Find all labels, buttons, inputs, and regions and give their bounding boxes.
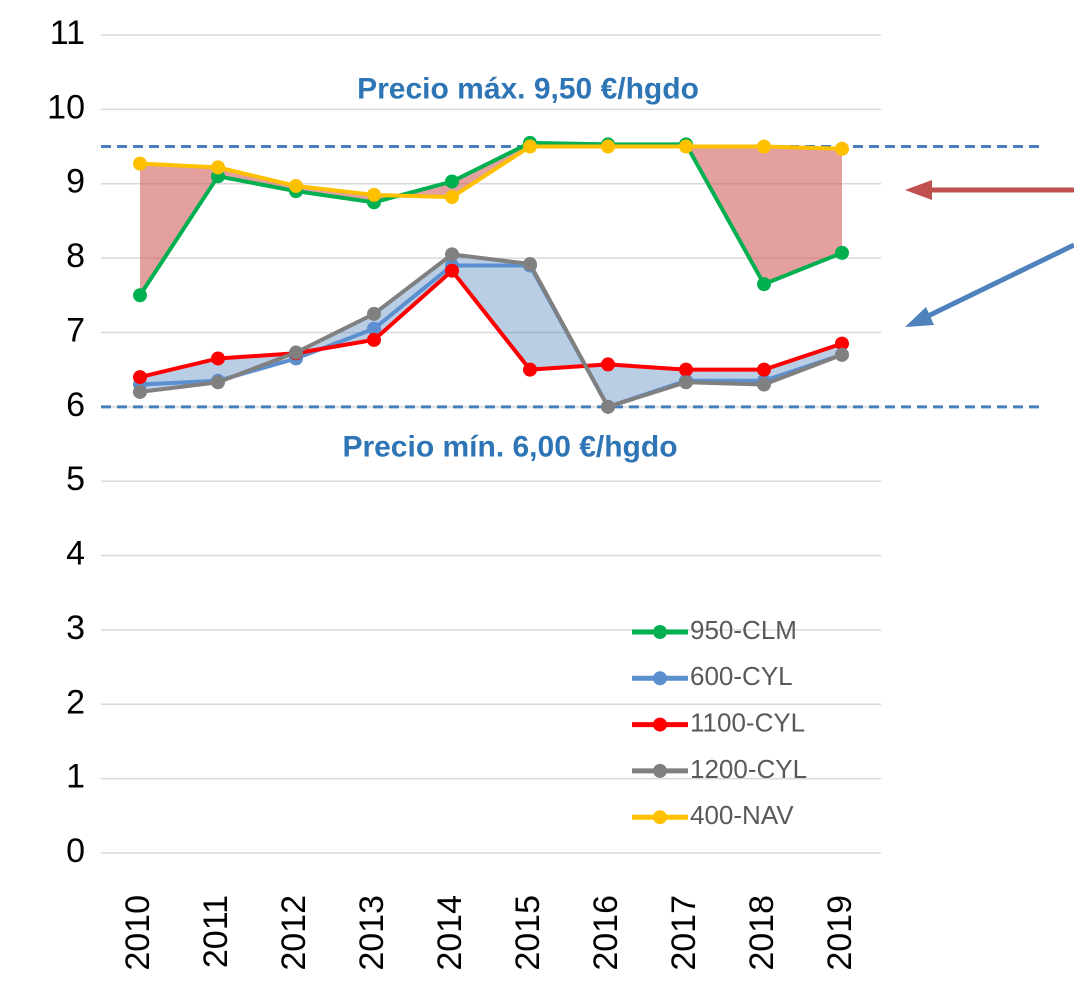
y-tick-label: 0 [66,832,85,870]
marker [757,377,771,392]
y-tick-label: 9 [66,163,85,201]
arrow-red-head [905,180,932,200]
marker [133,384,147,399]
marker [679,139,693,154]
marker [523,257,537,272]
x-tick-label: 2013 [353,895,391,971]
marker [835,336,849,351]
legend-entry: 950-CLM [632,615,797,645]
series: 1100-CYL [133,263,849,737]
legend-entry: 400-NAV [632,800,794,830]
marker [601,357,615,372]
marker [211,351,225,366]
marker [367,306,381,321]
arrow-blue [926,242,1074,319]
marker [211,375,225,390]
legend-entry: 1200-CYL [632,754,807,784]
x-tick-label: 2015 [509,895,547,971]
arrow-blue-head [905,307,934,327]
y-tick-label: 5 [66,460,85,498]
marker [679,375,693,390]
marker [445,263,459,278]
marker [211,160,225,175]
marker [835,347,849,362]
legend-marker [653,763,667,778]
legend-label: 1100-CYL [690,707,805,737]
marker [757,277,771,292]
marker [133,370,147,385]
marker [367,187,381,202]
x-tick-label: 2012 [275,895,313,971]
marker [133,288,147,303]
x-tick-label: 2016 [587,895,625,971]
reference-label: Precio mín. 6,00 €/hgdo [342,431,677,464]
marker [757,139,771,154]
y-tick-label: 10 [47,88,85,126]
x-tick-label: 2019 [821,895,859,971]
marker [523,362,537,377]
marker [601,399,615,414]
series-line [139,144,843,200]
marker [289,345,303,360]
marker [601,139,615,154]
marker [445,174,459,189]
series: 1200-CYL [133,247,849,784]
x-tick-label: 2018 [743,895,781,971]
series-line [139,263,843,410]
y-tick-label: 3 [66,609,85,647]
series-line [138,140,843,297]
x-tick-label: 2010 [119,895,157,971]
marker [289,178,303,193]
x-tick-label: 2011 [197,895,235,968]
y-tick-label: 6 [66,386,85,424]
marker [835,245,849,260]
series-line [139,252,843,410]
legend-label: 600-CYL [690,661,793,691]
y-tick-label: 11 [50,14,85,52]
x-tick-label: 2017 [665,895,703,971]
marker [679,362,693,377]
y-tick-label: 1 [66,758,85,796]
legend-label: 950-CLM [690,615,797,645]
y-tick-label: 4 [66,535,85,573]
marker [445,190,459,205]
marker [835,141,849,156]
y-tick-label: 7 [66,311,85,349]
marker [757,362,771,377]
marker [445,247,459,262]
arrows [905,180,1074,327]
series: 400-NAV [133,139,849,830]
x-tick-label: 2014 [431,895,469,971]
legend-marker [653,671,667,686]
marker [367,321,381,336]
y-tick-label: 2 [66,683,85,721]
marker [523,139,537,154]
marker [133,156,147,171]
legend-label: 1200-CYL [690,754,807,784]
reference-label: Precio máx. 9,50 €/hgdo [357,72,699,105]
legend-entry: 1100-CYL [632,707,805,737]
marker [367,332,381,347]
y-tick-label: 8 [66,237,85,275]
legend-marker [653,625,667,639]
legend-entry: 600-CYL [632,661,793,691]
legend-marker [653,810,667,825]
legend-marker [653,717,667,732]
series-line [139,267,843,380]
legend-label: 400-NAV [690,800,794,830]
